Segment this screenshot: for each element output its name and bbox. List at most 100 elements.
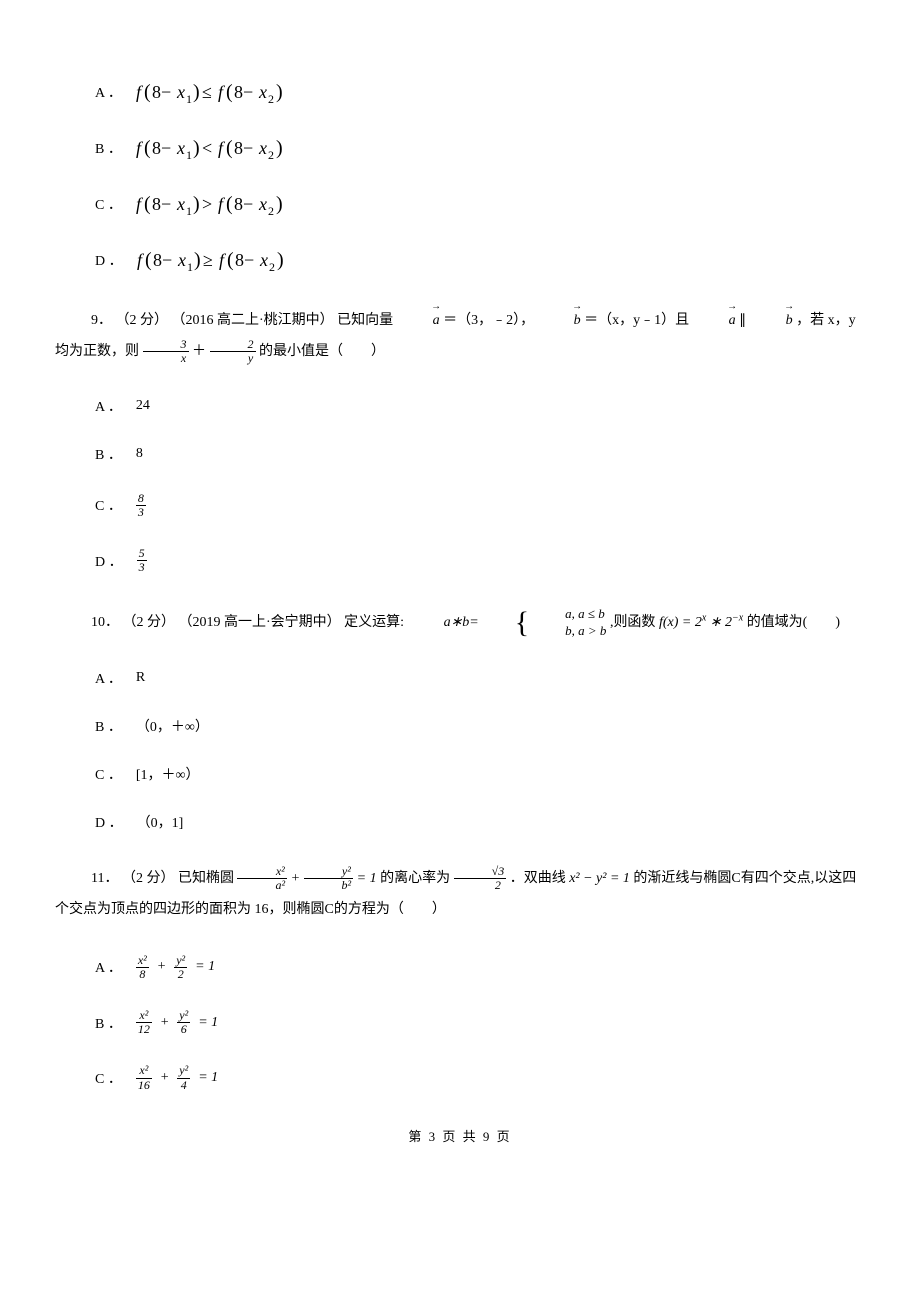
svg-text:2: 2: [268, 204, 274, 218]
question-11: 11． （2 分） 已知椭圆 x² a² + y² b² = 1 的离心率为 √…: [55, 864, 865, 926]
stem-text: 的离心率为: [380, 871, 450, 886]
svg-text:(: (: [144, 81, 151, 103]
fraction: x² 12: [136, 1009, 152, 1036]
q11-option-b: B ． x² 12 + y² 6 = 1: [95, 1009, 865, 1036]
stem-text: 的值域为( ): [747, 615, 840, 630]
left-brace-icon: {: [479, 608, 529, 638]
svg-text:f: f: [136, 138, 144, 158]
svg-text:(: (: [226, 193, 233, 215]
question-number: 11．: [91, 871, 118, 886]
vector-a: a: [397, 306, 440, 337]
svg-text:8−: 8−: [234, 82, 253, 102]
function-expression: f(x) = 2x ∗ 2−x: [659, 615, 747, 630]
eccentricity: √3 2: [454, 865, 507, 892]
svg-text:): ): [276, 81, 283, 103]
question-source: （2016 高二上·桃江期中）: [172, 313, 334, 328]
piecewise-definition: a∗b= { a, a ≤ b b, a > b: [408, 606, 607, 640]
svg-text:2: 2: [268, 148, 274, 162]
q9-option-c: C ． 8 3: [95, 492, 865, 519]
vector-b: b: [750, 306, 793, 337]
q10-option-d: D ． （0，1]: [95, 812, 865, 832]
question-source: （2019 高一上·会宁期中）: [179, 615, 341, 630]
q11-option-a: A ． x² 8 + y² 2 = 1: [95, 954, 865, 981]
option-label: D ．: [95, 250, 123, 270]
fraction: y² 6: [177, 1009, 190, 1036]
option-label: A ．: [95, 957, 122, 977]
stem-text: 定义运算:: [344, 615, 407, 630]
svg-text:x: x: [259, 250, 268, 270]
option-label: C ．: [95, 764, 122, 784]
svg-text:x: x: [176, 82, 185, 102]
svg-text:x: x: [258, 138, 267, 158]
fraction: x² 8: [136, 954, 149, 981]
svg-text:8−: 8−: [152, 138, 171, 158]
option-label: C ．: [95, 1068, 122, 1088]
svg-text:): ): [277, 249, 284, 271]
svg-text:f: f: [137, 250, 145, 270]
stem-text: ＝（3，﹣2），: [443, 313, 534, 328]
svg-text:f: f: [219, 250, 227, 270]
option-value: 8: [136, 446, 143, 462]
svg-text:(: (: [145, 249, 152, 271]
ellipse-term-2: y² b²: [304, 865, 354, 892]
q10-option-a: A ． R: [95, 668, 865, 688]
svg-text:f: f: [136, 194, 144, 214]
svg-text:1: 1: [187, 260, 193, 274]
ellipse-term-1: x² a²: [237, 865, 287, 892]
svg-text:): ): [194, 249, 201, 271]
stem-text: ＝（x，y﹣1）且: [584, 313, 693, 328]
math-expression: f ( 8− x 1 ) ≤ f ( 8− x 2 ): [136, 78, 301, 106]
stem-text: ,则函数: [610, 615, 659, 630]
option-label: B ．: [95, 1013, 122, 1033]
svg-text:x: x: [258, 82, 267, 102]
svg-text:8−: 8−: [235, 250, 254, 270]
option-value: （0，＋∞）: [136, 716, 209, 736]
fraction: x² 16: [136, 1064, 152, 1091]
prev-option-a: A ． f ( 8− x 1 ) ≤ f ( 8− x 2 ): [95, 78, 865, 106]
svg-text:f: f: [218, 82, 226, 102]
option-label: A ．: [95, 396, 122, 416]
option-label: A ．: [95, 668, 122, 688]
stem-text: 已知椭圆: [178, 871, 234, 886]
option-label: C ．: [95, 495, 122, 515]
svg-text:8−: 8−: [152, 82, 171, 102]
option-label: B ．: [95, 138, 122, 158]
option-value: [1，＋∞）: [136, 764, 200, 784]
svg-text:f: f: [218, 138, 226, 158]
svg-text:f: f: [218, 194, 226, 214]
q10-option-b: B ． （0，＋∞）: [95, 716, 865, 736]
option-value: （0，1]: [137, 812, 184, 832]
svg-text:8−: 8−: [234, 138, 253, 158]
svg-text:<: <: [202, 138, 212, 158]
q9-option-a: A ． 24: [95, 396, 865, 416]
svg-text:2: 2: [268, 92, 274, 106]
stem-text: ．双曲线: [510, 871, 566, 886]
svg-text:): ): [276, 193, 283, 215]
prev-option-c: C ． f ( 8− x 1 ) > f ( 8− x 2 ): [95, 190, 865, 218]
svg-text:1: 1: [186, 92, 192, 106]
question-points: （2 分）: [122, 871, 175, 886]
question-points: （2 分）: [116, 313, 169, 328]
option-value: R: [136, 670, 145, 686]
fraction: y² 2: [174, 954, 187, 981]
question-10: 10． （2 分） （2019 高一上·会宁期中） 定义运算: a∗b= { a…: [55, 606, 865, 640]
option-label: B ．: [95, 444, 122, 464]
svg-text:x: x: [258, 194, 267, 214]
option-label: D ．: [95, 812, 123, 832]
option-label: B ．: [95, 716, 122, 736]
fraction: y² 4: [177, 1064, 190, 1091]
svg-text:x: x: [177, 250, 186, 270]
q11-option-c: C ． x² 16 + y² 4 = 1: [95, 1064, 865, 1091]
option-label: C ．: [95, 194, 122, 214]
svg-text:): ): [193, 81, 200, 103]
svg-text:≤: ≤: [202, 82, 212, 102]
fraction: 5 3: [137, 547, 147, 574]
stem-text: 已知向量: [337, 313, 397, 328]
q9-option-b: B ． 8: [95, 444, 865, 464]
svg-text:x: x: [176, 138, 185, 158]
svg-text:8−: 8−: [234, 194, 253, 214]
svg-text:): ): [276, 137, 283, 159]
fraction-3-over-x: 3 x: [143, 338, 189, 365]
page-footer: 第 3 页 共 9 页: [55, 1126, 865, 1145]
svg-text:>: >: [202, 194, 212, 214]
